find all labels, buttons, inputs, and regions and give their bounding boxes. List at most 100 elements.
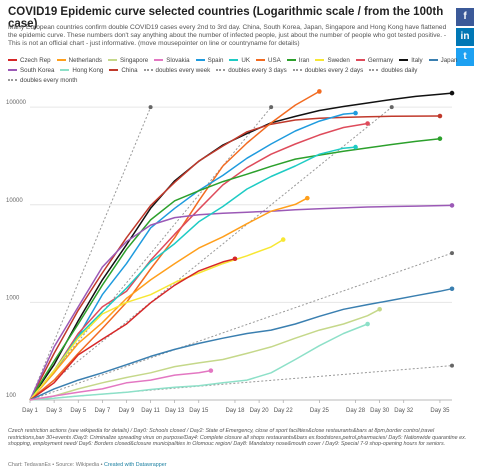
legend-label: South Korea <box>20 67 55 74</box>
legend-swatch <box>256 59 266 62</box>
series-line-doubles-daily <box>29 107 152 401</box>
series-line-germany <box>29 122 368 401</box>
series-line-italy <box>29 92 453 401</box>
datawrapper-link[interactable]: Created with Datawrapper <box>103 462 167 468</box>
chart-title: COVID19 Epidemic curve selected countrie… <box>8 6 444 30</box>
series-line-doubles-every-week <box>29 252 453 401</box>
legend-label: Netherlands <box>68 57 102 64</box>
legend-label: Italy <box>411 57 423 64</box>
x-tick-label: Day 32 <box>394 408 414 414</box>
legend-item[interactable]: Sweden <box>315 56 350 66</box>
chart-legend: Czech Rep Netherlands Singapore Slovakia Spa… <box>8 56 468 86</box>
series-line-sweden <box>29 238 284 401</box>
series-end-marker-doubles-every-2-days <box>269 105 274 110</box>
series-end-marker-doubles-every-week <box>450 251 454 256</box>
legend-label: Slovakia <box>166 57 190 64</box>
legend-swatch <box>315 59 325 62</box>
legend-swatch <box>428 59 438 62</box>
y-tick-label: 1000 <box>6 295 20 301</box>
series-end-marker-czech-rep <box>232 256 238 262</box>
legend-item[interactable]: doubles every 3 days <box>216 66 287 76</box>
series-line-spain <box>29 112 356 401</box>
legend-swatch <box>8 69 17 72</box>
series-end-marker-netherlands <box>305 195 310 201</box>
series-line-china <box>29 115 440 401</box>
legend-item[interactable]: Japan <box>428 56 458 66</box>
legend-swatch <box>8 59 17 62</box>
legend-item[interactable]: UK <box>229 56 250 66</box>
legend-item[interactable]: Netherlands <box>56 56 102 66</box>
legend-item[interactable]: USA <box>256 56 281 66</box>
series-line-czech-rep <box>29 258 236 401</box>
legend-item[interactable]: Spain <box>195 56 223 66</box>
chart-description: Many European countries confirm double C… <box>8 24 447 48</box>
y-tick-label: 100000 <box>6 100 27 106</box>
series-end-marker-japan <box>449 286 455 292</box>
series-line-doubles-every-3-days <box>29 106 393 401</box>
legend-swatch <box>56 59 66 62</box>
series-line-uk <box>29 146 356 401</box>
legend-item[interactable]: Italy <box>399 56 423 66</box>
series-line-south-korea <box>29 204 453 401</box>
linkedin-share-icon[interactable]: in <box>456 28 474 46</box>
legend-item[interactable]: South Korea <box>8 66 54 76</box>
twitter-share-icon[interactable]: t <box>456 48 474 66</box>
series-line-hong-kong <box>29 323 368 401</box>
series-end-marker-iran <box>437 136 443 141</box>
x-tick-label: Day 9 <box>119 408 135 414</box>
series-line-slovakia <box>29 369 212 401</box>
x-tick-label: Day 1 <box>22 408 38 414</box>
series-end-marker-singapore <box>377 306 382 312</box>
x-tick-label: Day 20 <box>250 408 270 414</box>
x-tick-label: Day 11 <box>141 408 160 414</box>
x-tick-label: Day 15 <box>189 408 209 414</box>
line-chart: 100 1000 10000 100000 Day 1 Day 3 Day 5 Day 7 Da… <box>6 89 455 414</box>
legend-item[interactable]: Singapore <box>107 56 149 66</box>
legend-label: Singapore <box>119 57 149 64</box>
x-tick-label: Day 28 <box>346 408 366 414</box>
legend-item[interactable]: Germany <box>355 56 393 66</box>
series-line-doubles-every-2-days <box>29 106 272 401</box>
legend-item[interactable]: doubles every 2 days <box>292 66 364 76</box>
series-end-marker-doubles-every-month <box>450 363 454 368</box>
legend-item[interactable]: doubles every month <box>8 76 77 86</box>
legend-label: UK <box>241 57 251 64</box>
legend-item[interactable]: Hong Kong <box>60 66 103 76</box>
legend-item[interactable]: Czech Rep <box>8 56 51 66</box>
series-line-netherlands <box>29 197 308 401</box>
legend-label: China <box>121 67 138 74</box>
series-end-marker-china <box>437 113 443 119</box>
series-end-marker-germany <box>365 121 370 126</box>
legend-swatch <box>109 69 119 72</box>
legend-swatch <box>286 59 296 62</box>
series-line-iran <box>29 137 440 401</box>
x-tick-label: Day 3 <box>46 408 62 414</box>
y-tick-label: 10000 <box>6 198 23 204</box>
legend-label: doubles every 2 days <box>304 67 364 74</box>
legend-swatch <box>154 59 164 62</box>
x-tick-label: Day 25 <box>310 408 330 414</box>
chart-credit: Chart: TedavanEs • Source: Wikipedia • C… <box>8 462 167 468</box>
facebook-share-icon[interactable]: f <box>456 8 474 26</box>
legend-item[interactable]: doubles daily <box>369 66 417 76</box>
legend-label: doubles every month <box>20 77 78 84</box>
legend-item[interactable]: doubles every week <box>143 66 211 76</box>
chart-notes: Czech restriction actions (see wikipedia… <box>8 428 467 448</box>
legend-label: Sweden <box>327 57 350 64</box>
legend-swatch <box>399 59 409 62</box>
legend-label: Japan <box>440 57 458 64</box>
legend-swatch <box>369 69 379 72</box>
x-tick-label: Day 7 <box>94 408 110 414</box>
series-end-marker-uk <box>353 144 358 150</box>
x-tick-label: Day 35 <box>430 408 450 414</box>
legend-label: doubles every week <box>155 67 211 74</box>
legend-item[interactable]: China <box>109 66 138 76</box>
legend-item[interactable]: Iran <box>286 56 309 66</box>
legend-item[interactable]: Slovakia <box>154 56 190 66</box>
series-end-marker-slovakia <box>208 368 214 373</box>
legend-swatch <box>143 69 153 72</box>
series-end-marker-doubles-daily <box>148 105 153 110</box>
legend-swatch <box>8 79 17 82</box>
series-end-marker-hong-kong <box>365 321 370 327</box>
series-end-marker-south-korea <box>449 203 455 208</box>
